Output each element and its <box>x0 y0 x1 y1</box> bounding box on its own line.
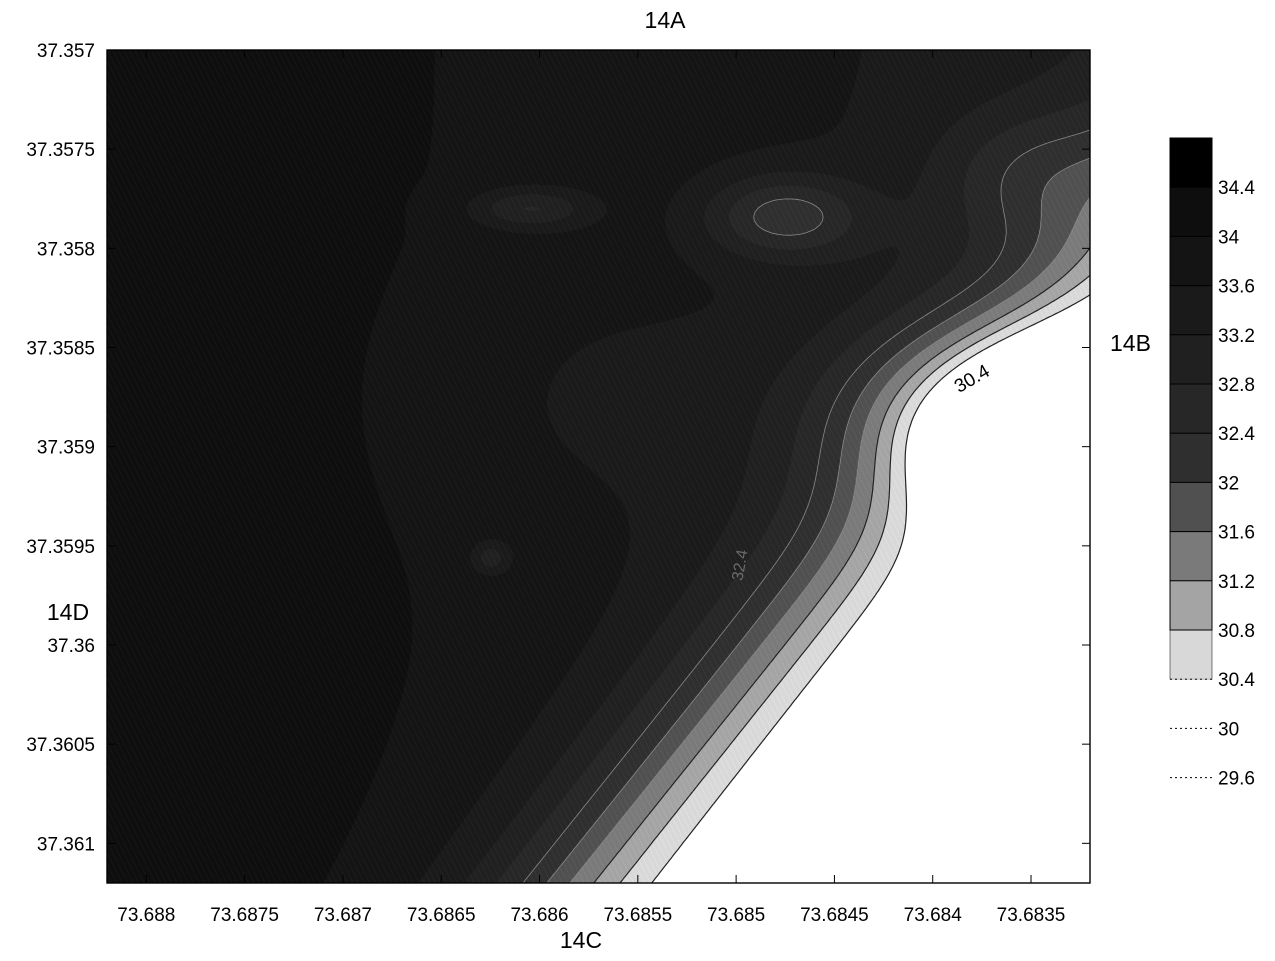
x-tick-label: 73.687 <box>314 905 372 926</box>
colorbar-label: 30.8 <box>1218 621 1255 642</box>
colorbar-swatch <box>1169 383 1213 434</box>
y-tick-label: 37.36 <box>47 636 95 657</box>
y-tick-label: 37.359 <box>37 438 95 459</box>
colorbar-swatch <box>1169 580 1213 631</box>
x-tick-label: 73.688 <box>117 905 175 926</box>
colorbar-swatch <box>1169 137 1213 188</box>
x-tick-label: 73.6845 <box>800 905 869 926</box>
colorbar-swatch <box>1169 531 1213 582</box>
contour-label: 32.4 <box>729 548 751 582</box>
contour-line-30-8 <box>619 274 1091 884</box>
colorbar-label: 30.4 <box>1218 670 1255 691</box>
colorbar-label: 34.4 <box>1218 178 1255 199</box>
heatmap-canvas <box>107 50 1090 883</box>
contour-line-31-2 <box>593 247 1091 884</box>
y-tick-label: 37.358 <box>37 239 95 260</box>
heatmap-surface <box>107 50 1090 883</box>
colorbar-label: 32.8 <box>1218 375 1255 396</box>
contour-label-bg <box>945 355 997 399</box>
colorbar-label: 33.2 <box>1218 326 1255 347</box>
edge-label-right: 14B <box>1110 330 1151 356</box>
y-tick-label: 37.3585 <box>26 339 95 360</box>
colorbar-label: 30 <box>1218 719 1239 740</box>
colorbar-label: 34 <box>1218 227 1240 248</box>
colorbar-swatch <box>1170 728 1212 778</box>
colorbar-label: 32 <box>1218 473 1239 494</box>
y-axis: 37.357 37.3575 37.358 37.3585 37.359 37.3595 3… <box>26 41 1090 855</box>
x-tick-label: 73.6855 <box>603 905 672 926</box>
colorbar-label: 31.2 <box>1218 572 1255 593</box>
contour-line-32-4 <box>522 129 1091 884</box>
x-tick-label: 73.6835 <box>997 905 1066 926</box>
colorbar-swatch <box>1169 629 1213 680</box>
colorbar-swatch <box>1169 285 1213 336</box>
y-tick-label: 37.3575 <box>26 140 95 161</box>
colorbar-swatch <box>1169 186 1213 237</box>
colorbar: 34.4 34 33.6 33.2 32.8 32.4 32 31.6 31.2 30.8 30.4… <box>1169 137 1255 827</box>
contour-line-31-6 <box>569 197 1091 884</box>
plot-frame <box>106 49 1091 884</box>
y-tick-label: 37.3605 <box>26 735 95 756</box>
colorbar-swatch <box>1169 236 1213 286</box>
colorbar-swatch <box>1170 679 1212 729</box>
x-tick-label: 73.686 <box>510 905 568 926</box>
colorbar-label: 31.6 <box>1218 523 1255 544</box>
x-axis: 73.688 73.6875 73.687 73.6865 73.686 73.6855 7… <box>117 50 1065 926</box>
colorbar-label: 29.6 <box>1218 769 1255 790</box>
y-tick-label: 37.3595 <box>26 537 95 558</box>
edge-label-bottom: 14C <box>560 927 602 953</box>
colorbar-swatch <box>1169 482 1213 532</box>
x-tick-label: 73.684 <box>904 905 963 926</box>
colorbar-label: 33.6 <box>1218 277 1255 298</box>
x-tick-label: 73.6865 <box>407 905 476 926</box>
colorbar-label: 32.4 <box>1218 424 1255 445</box>
colorbar-swatch <box>1169 432 1213 483</box>
colorbar-swatch <box>1170 777 1212 827</box>
edge-label-top: 14A <box>645 7 687 33</box>
y-tick-label: 37.357 <box>37 41 95 62</box>
x-tick-label: 73.685 <box>707 905 765 926</box>
y-tick-label: 37.361 <box>37 834 95 855</box>
contour-lines <box>522 129 1091 884</box>
colorbar-swatch <box>1169 334 1213 385</box>
edge-label-left: 14D <box>47 599 89 625</box>
x-tick-label: 73.6875 <box>210 905 279 926</box>
